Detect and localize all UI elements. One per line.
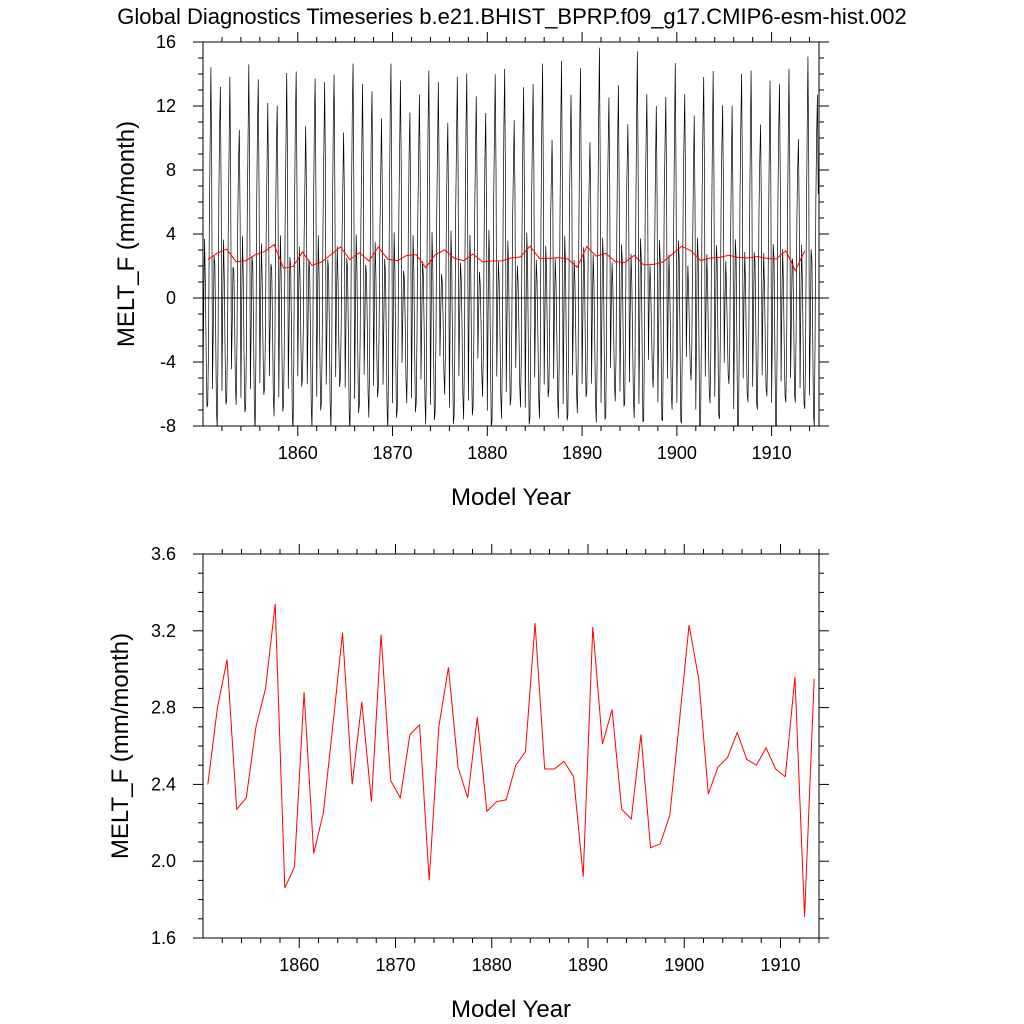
- top-xlabel: Model Year: [451, 484, 571, 511]
- top-ytick-label: 4: [166, 224, 176, 244]
- bottom-ytick-label: 2.0: [151, 851, 176, 871]
- bottom-xtick-label: 1880: [472, 955, 512, 975]
- top-ytick-label: -4: [160, 352, 176, 372]
- bottom-ytick-label: 3.6: [151, 544, 176, 564]
- bottom-xtick-label: 1860: [279, 955, 319, 975]
- bottom-ylabel: MELT_F (mm/month): [107, 633, 134, 859]
- bottom-ytick-label: 3.2: [151, 621, 176, 641]
- top-xtick-label: 1880: [467, 443, 507, 463]
- bottom-xlabel: Model Year: [451, 996, 571, 1023]
- bottom-panel: 1860 1870 1880 1890 1900 1910 1.6 2.0 2.4 2.8 3.2 3…: [107, 544, 829, 1023]
- top-ytick-label: 8: [166, 160, 176, 180]
- top-xtick-label: 1860: [278, 443, 318, 463]
- bottom-ticks: [193, 544, 829, 948]
- bottom-tick-labels: 1860 1870 1880 1890 1900 1910 1.6 2.0 2.4 2.8 3.2 3…: [151, 544, 801, 975]
- bottom-annual-series-line: [207, 603, 815, 917]
- top-plot-area: [203, 47, 819, 426]
- top-monthly-series-line: [203, 47, 819, 426]
- top-ytick-label: 12: [156, 96, 176, 116]
- top-xtick-label: 1870: [373, 443, 413, 463]
- top-annual-series-line: [207, 243, 806, 272]
- figure-title: Global Diagnostics Timeseries b.e21.BHIS…: [117, 4, 907, 29]
- top-panel: 1860 1870 1880 1890 1900 1910 -8 -4 0 4 8 12 16 Mode…: [113, 32, 829, 511]
- top-ytick-label: -8: [160, 416, 176, 436]
- bottom-ytick-label: 1.6: [151, 928, 176, 948]
- bottom-xtick-label: 1910: [760, 955, 800, 975]
- bottom-plot-area: [207, 603, 815, 917]
- top-ytick-label: 16: [156, 32, 176, 52]
- bottom-xtick-label: 1870: [375, 955, 415, 975]
- top-tick-labels: 1860 1870 1880 1890 1900 1910 -8 -4 0 4 8 12 16: [156, 32, 792, 463]
- bottom-xtick-label: 1900: [664, 955, 704, 975]
- top-xtick-label: 1890: [562, 443, 602, 463]
- top-xtick-label: 1900: [657, 443, 697, 463]
- bottom-ytick-label: 2.8: [151, 698, 176, 718]
- bottom-frame: [202, 553, 820, 939]
- top-xtick-label: 1910: [752, 443, 792, 463]
- top-ylabel: MELT_F (mm/month): [113, 121, 140, 347]
- top-ticks: [193, 32, 829, 436]
- bottom-ytick-label: 2.4: [151, 774, 176, 794]
- top-ytick-label: 0: [166, 288, 176, 308]
- bottom-xtick-label: 1890: [568, 955, 608, 975]
